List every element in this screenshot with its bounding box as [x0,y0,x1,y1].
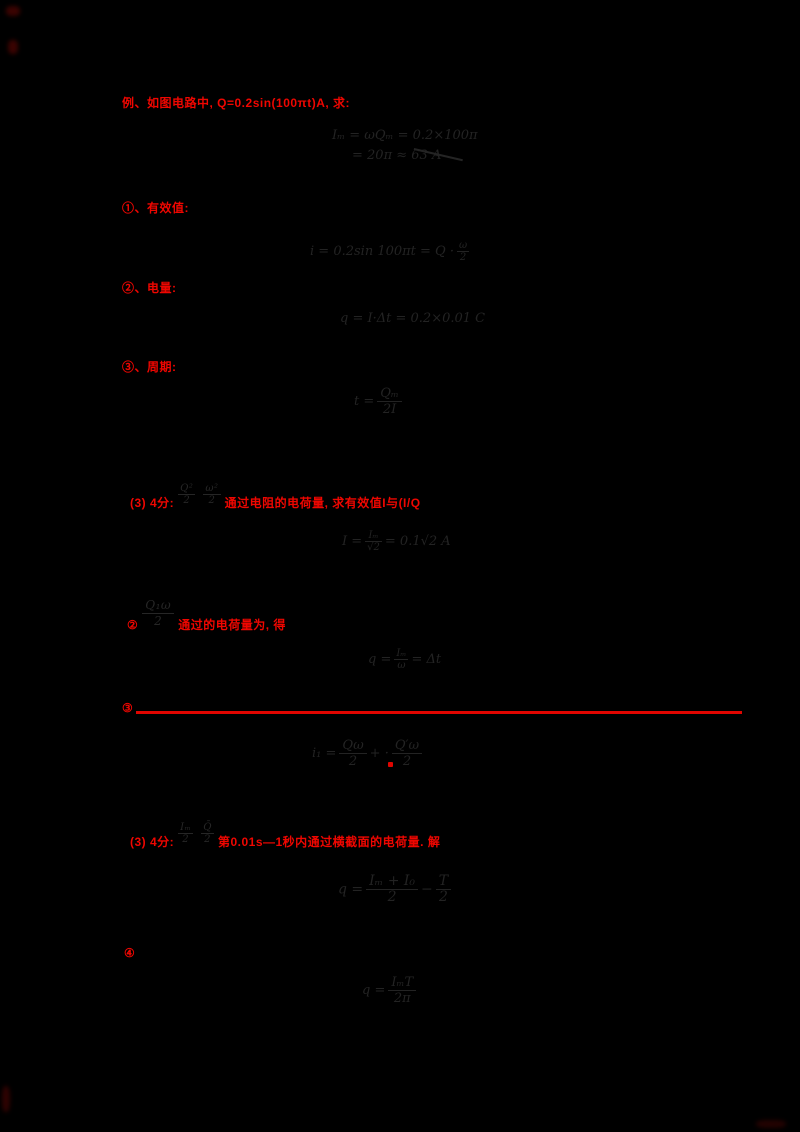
formula-9: q = IₘT 2π [362,975,419,1006]
fraction: Q′ω 2 [391,738,423,769]
fraction-numerator: Q′ω [391,738,423,754]
fraction-denominator: √2 [367,542,380,553]
inline-fraction: Q₁ω 2 [142,598,175,629]
formula-3: q = I·Δt = 0.2×0.01 C [340,311,486,326]
fraction-numerator: Q̄ [201,822,214,834]
problem-heading-9: ④ [124,946,136,960]
problem-heading-6: ② Q₁ω 2 通过的电荷量为, 得 [127,598,286,632]
fraction: Iₘ ω [394,648,409,671]
fraction-numerator: Iₘ [394,648,409,660]
formula-8-mid: − [421,881,433,898]
fraction-denominator: 2 [459,252,467,263]
inline-fraction: Q̄ 2 [201,822,214,845]
formula-6-post: = Δt [411,652,442,667]
fraction-denominator: 2 [154,614,163,628]
formula-4-pre: t = [354,394,375,409]
fraction: Qω 2 [339,738,367,769]
formula-2-pre: i = 0.2sin 100πt = Q · [310,244,454,259]
formula-5: I = Iₘ √2 = 0.1√2 A [342,530,451,553]
corner-smudge-top2 [8,40,18,54]
heading-8-pre: (3) 4分: [130,835,175,849]
fraction-numerator: Q² [178,483,196,495]
fraction-numerator: Qω [339,738,367,754]
heading-8-post: 第0.01s—1秒内通过横截面的电荷量. 解 [217,835,441,849]
problem-heading-2: ①、有效值: [122,201,189,215]
fraction-denominator: 2 [204,834,212,845]
formula-1a: Iₘ = ωQₘ = 0.2×100π [332,128,478,143]
heading-6-pre: ② [127,618,139,632]
fraction: Qₘ 2I [377,386,402,417]
fraction-denominator: 2 [438,889,448,905]
problem-heading-4: ③、周期: [122,360,177,374]
formula-7-mid: + · [369,746,389,761]
heading-5-pre: (3) 4分: [130,496,175,510]
fraction-numerator: ω² [203,483,221,495]
formula-5-post: = 0.1√2 A [384,534,451,549]
formula-7-pre: i₁ = [312,746,337,761]
formula-2: i = 0.2sin 100πt = Q · ω 2 [310,240,472,263]
inline-fraction: ω² 2 [203,483,221,506]
corner-smudge-bottom-right [756,1120,786,1128]
fraction-denominator: 2π [393,991,411,1006]
fraction-numerator: Qₘ [377,386,402,402]
corner-smudge-bottom [2,1086,10,1112]
fraction-numerator: Iₘ + I₀ [366,874,419,890]
fraction-numerator: Q₁ω [142,598,175,614]
formula-5-pre: I = [342,534,363,549]
fraction-denominator: 2I [382,402,397,417]
inline-fraction: Iₘ 2 [178,822,194,845]
formula-6-pre: q = [368,652,392,667]
fraction-numerator: Iₘ [365,530,382,542]
heading-6-post: 通过的电荷量为, 得 [178,618,286,632]
fraction-denominator: 2 [183,495,191,506]
formula-4: t = Qₘ 2I [354,386,405,417]
formula-6: q = Iₘ ω = Δt [368,648,441,671]
fraction-denominator: 2 [348,754,358,769]
formula-8: q = Iₘ + I₀ 2− T 2 [338,874,454,905]
inline-fraction: Q² 2 [178,483,196,506]
red-mark-dot [388,762,393,767]
red-divider-line [136,711,742,714]
corner-smudge-top [6,6,20,16]
fraction: Iₘ √2 [365,530,382,553]
heading-5-post: 通过电阻的电荷量, 求有效值I与(I/Q [224,496,421,510]
fraction: Iₘ + I₀ 2 [366,874,419,905]
fraction-denominator: ω [397,660,406,671]
fraction-numerator: Iₘ [178,822,194,834]
fraction-denominator: 2 [208,495,216,506]
fraction: IₘT 2π [388,975,417,1006]
problem-heading-8: (3) 4分: Iₘ 2 Q̄ 2 第0.01s—1秒内通过横截面的电荷量. 解 [130,822,440,849]
fraction-denominator: 2 [387,889,397,905]
formula-8-pre: q = [338,881,364,898]
fraction-numerator: ω [456,240,470,252]
fraction-numerator: T [435,874,452,890]
formula-7: i₁ = Qω 2 + · Q′ω 2 [312,738,425,769]
formula-1b: = 20π ≈ 63 A [352,148,442,163]
problem-heading-7: ③ [122,701,134,715]
formula-9-pre: q = [362,983,386,998]
fraction-numerator: IₘT [388,975,417,991]
fraction-denominator: 2 [402,754,412,769]
problem-heading-3: ②、电量: [122,281,177,295]
fraction-denominator: 2 [182,834,190,845]
problem-heading-5: (3) 4分: Q² 2 ω² 2 通过电阻的电荷量, 求有效值I与(I/Q [130,483,421,510]
problem-heading-1: 例、如图电路中, Q=0.2sin(100πt)A, 求: [122,96,351,110]
